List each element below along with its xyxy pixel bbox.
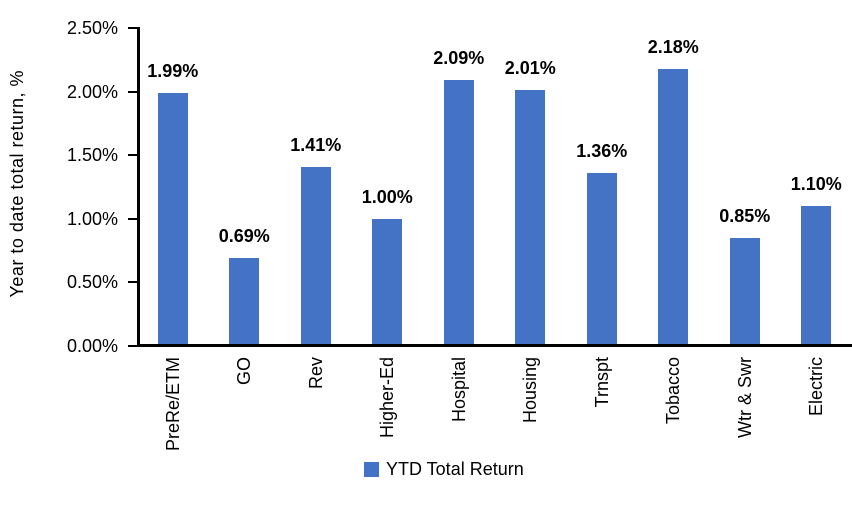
- bar-value-label: 0.69%: [218, 226, 270, 247]
- x-category-label: Rev: [305, 357, 326, 390]
- y-tick-label: 1.00%: [66, 208, 118, 229]
- y-tick-mark: [128, 90, 137, 93]
- x-axis-line: [137, 344, 852, 347]
- legend-label: YTD Total Return: [386, 459, 524, 479]
- x-category-label: PreRe/ETM: [162, 357, 183, 452]
- bar-value-label: 1.99%: [147, 60, 199, 81]
- bar-value-label: 2.09%: [433, 48, 485, 69]
- x-category-label: Higher-Ed: [377, 357, 398, 439]
- bar: [586, 173, 617, 345]
- y-tick-mark: [128, 281, 137, 284]
- y-tick-label: 2.00%: [66, 81, 118, 102]
- x-category-label: Wtr & Swr: [734, 357, 755, 438]
- bar-value-label: 2.18%: [647, 36, 699, 57]
- legend-marker-icon: [364, 461, 379, 477]
- bar-value-label: 1.10%: [790, 174, 842, 195]
- x-category-label: Trnspt: [591, 357, 612, 408]
- bar-value-label: 0.85%: [719, 205, 771, 226]
- y-axis-title: Year to date total return, %: [7, 70, 27, 298]
- bar: [515, 90, 546, 345]
- y-tick-mark: [128, 217, 137, 220]
- y-axis-line: [137, 27, 140, 347]
- y-tick-mark: [128, 27, 137, 29]
- x-category-label: Tobacco: [663, 357, 684, 425]
- bar-value-label: 2.01%: [504, 58, 556, 79]
- bar-value-label: 1.36%: [576, 141, 628, 161]
- bar-value-label: 1.00%: [361, 186, 413, 207]
- bar: [372, 218, 403, 345]
- bar: [729, 237, 760, 345]
- legend: YTD Total Return: [364, 459, 524, 479]
- x-category-label: Electric: [806, 357, 827, 417]
- bar: [658, 68, 689, 345]
- bar: [300, 166, 331, 345]
- bar: [157, 92, 188, 345]
- bar: [229, 258, 260, 345]
- x-category-label: Hospital: [448, 357, 469, 423]
- bar: [801, 206, 832, 345]
- bar-value-label: 1.41%: [290, 134, 342, 155]
- x-category-label: Housing: [520, 357, 541, 424]
- x-category-label: GO: [234, 357, 255, 386]
- bar: [443, 80, 474, 345]
- y-tick-mark: [128, 154, 137, 157]
- y-tick-label: 2.50%: [66, 18, 118, 38]
- y-tick-label: 1.50%: [66, 145, 118, 166]
- y-tick-label: 0.50%: [66, 272, 118, 293]
- y-tick-label: 0.00%: [66, 336, 118, 356]
- y-tick-mark: [128, 345, 137, 347]
